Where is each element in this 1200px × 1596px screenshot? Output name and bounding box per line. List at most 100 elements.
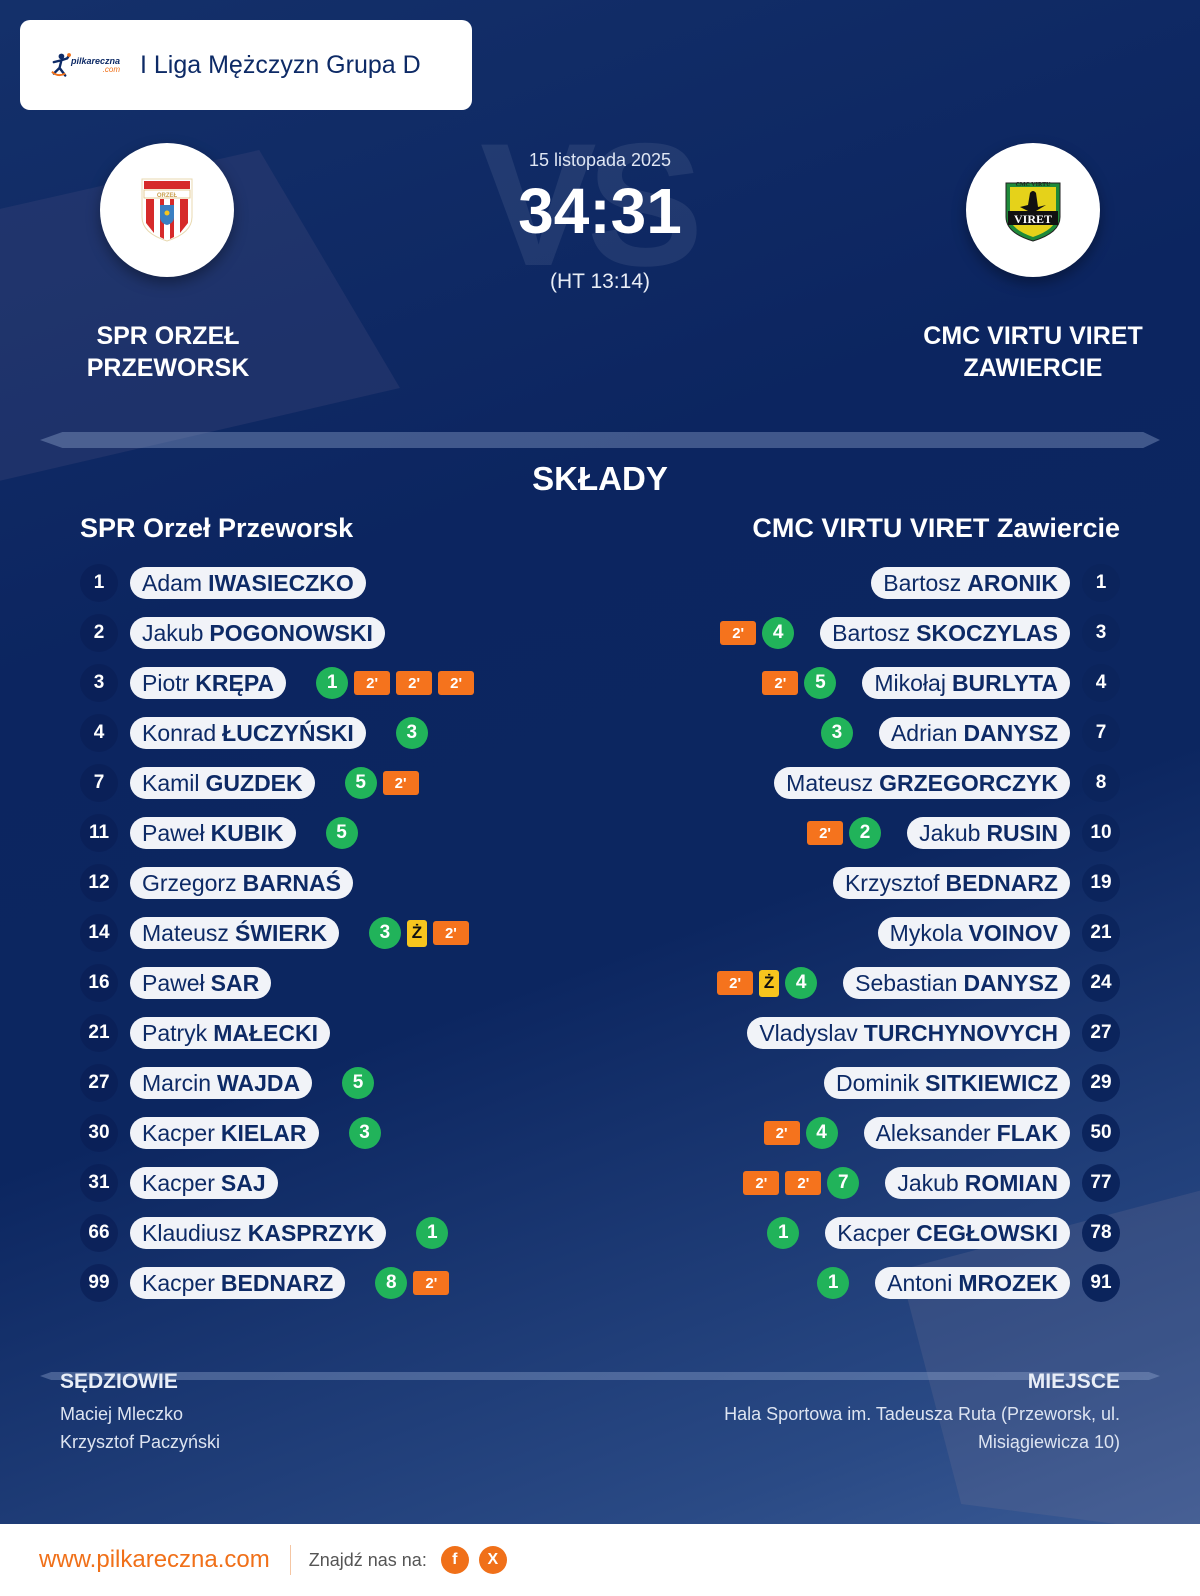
player-name: Piotr KRĘPA <box>130 667 287 699</box>
player-stats: 5 2' <box>344 767 419 799</box>
player-last-name: CEGŁOWSKI <box>916 1219 1058 1246</box>
player-name: Bartosz SKOCZYLAS <box>820 617 1070 649</box>
website-link[interactable]: www.pilkareczna.com <box>39 1546 270 1573</box>
player-name: Patryk MAŁECKI <box>130 1017 330 1049</box>
vs-watermark: VS <box>480 108 703 303</box>
section-divider <box>40 432 1160 448</box>
player-number: 66 <box>80 1214 118 1252</box>
goals-badge: 4 <box>785 967 818 999</box>
player-number: 16 <box>80 964 118 1002</box>
player-first-name: Mateusz <box>786 769 874 796</box>
player-name: Mykola VOINOV <box>877 917 1070 949</box>
player-number: 7 <box>1082 714 1120 752</box>
player-stats: 4 2' <box>720 617 795 649</box>
player-name: Jakub POGONOWSKI <box>130 617 385 649</box>
player-first-name: Kacper <box>837 1219 911 1246</box>
goals-badge: 5 <box>325 817 358 849</box>
suspension-badge: 2' <box>354 671 391 695</box>
player-last-name: MROZEK <box>958 1269 1058 1296</box>
player-last-name: GUZDEK <box>205 769 303 796</box>
player-row: 4 Mikołaj BURLYTA 5 2' <box>560 658 1120 708</box>
player-name: Mikołaj BURLYTA <box>862 667 1070 699</box>
player-name: Vladyslav TURCHYNOVYCH <box>747 1017 1070 1049</box>
player-first-name: Mikołaj <box>874 669 946 696</box>
player-row: 27 Vladyslav TURCHYNOVYCH <box>560 1008 1120 1058</box>
referee-name: Maciej Mleczko <box>60 1404 184 1424</box>
player-last-name: GRZEGORCZYK <box>879 769 1058 796</box>
x-twitter-icon[interactable]: X <box>478 1546 507 1574</box>
player-row: 27 Marcin WAJDA 5 <box>80 1058 640 1108</box>
player-first-name: Aleksander <box>875 1119 991 1146</box>
player-name: Krzysztof BEDNARZ <box>832 867 1070 899</box>
pilkareczna-logo[interactable]: pilkareczna .com <box>50 50 120 80</box>
suspension-badge: 2' <box>743 1171 780 1195</box>
player-first-name: Adam <box>142 569 203 596</box>
player-name: Konrad ŁUCZYŃSKI <box>130 717 366 749</box>
halftime-score: (HT 13:14) <box>550 270 650 293</box>
player-row: 14 Mateusz ŚWIERK 3 Ż 2' <box>80 908 640 958</box>
player-number: 21 <box>80 1014 118 1052</box>
player-name: Sebastian DANYSZ <box>843 967 1070 999</box>
player-last-name: BARNAŚ <box>242 869 341 896</box>
section-divider <box>40 1372 1160 1380</box>
away-team-crest: CMC VIRTU VIRET <box>966 143 1100 277</box>
player-first-name: Klaudiusz <box>142 1219 242 1246</box>
player-first-name: Konrad <box>142 719 217 746</box>
player-number: 11 <box>80 814 118 852</box>
player-number: 1 <box>80 564 118 602</box>
suspension-badge: 2' <box>717 971 754 995</box>
player-first-name: Sebastian <box>855 969 958 996</box>
player-name: Bartosz ARONIK <box>871 567 1070 599</box>
player-name: Jakub ROMIAN <box>885 1167 1070 1199</box>
player-last-name: WAJDA <box>217 1069 301 1096</box>
suspension-badge: 2' <box>432 921 469 945</box>
logo-text: pilkareczna <box>70 55 120 66</box>
player-last-name: KUBIK <box>210 819 284 846</box>
player-row: 2 Jakub POGONOWSKI <box>80 608 640 658</box>
player-number: 21 <box>1082 914 1120 952</box>
player-number: 99 <box>80 1264 118 1302</box>
away-team-name-line2: ZAWIERCIE <box>963 354 1103 382</box>
suspension-badge: 2' <box>807 821 844 845</box>
player-last-name: ŁUCZYŃSKI <box>222 719 354 746</box>
player-name: Kamil GUZDEK <box>130 767 315 799</box>
player-last-name: BEDNARZ <box>220 1269 334 1296</box>
player-last-name: BEDNARZ <box>945 869 1058 896</box>
svg-text:VIRET: VIRET <box>1014 212 1052 226</box>
player-last-name: RUSIN <box>986 819 1058 846</box>
player-number: 3 <box>80 664 118 702</box>
player-first-name: Jakub <box>897 1169 959 1196</box>
player-row: 66 Klaudiusz KASPRZYK 1 <box>80 1208 640 1258</box>
player-last-name: DANYSZ <box>963 969 1058 996</box>
player-last-name: KRĘPA <box>195 669 275 696</box>
player-first-name: Kacper <box>142 1119 215 1146</box>
player-number: 50 <box>1082 1114 1120 1152</box>
player-row: 7 Adrian DANYSZ 3 <box>560 708 1120 758</box>
suspension-badge: 2' <box>785 1171 822 1195</box>
player-last-name: KIELAR <box>220 1119 307 1146</box>
goals-badge: 1 <box>817 1267 850 1299</box>
suspension-badge: 2' <box>413 1271 450 1295</box>
goals-badge: 2 <box>849 817 882 849</box>
player-stats: 7 2' 2' <box>743 1167 860 1199</box>
player-last-name: SAJ <box>220 1169 266 1196</box>
player-name: Marcin WAJDA <box>130 1067 313 1099</box>
suspension-badge: 2' <box>763 1121 800 1145</box>
player-first-name: Mateusz <box>142 919 229 946</box>
goals-badge: 3 <box>348 1117 381 1149</box>
player-row: 3 Bartosz SKOCZYLAS 4 2' <box>560 608 1120 658</box>
player-number: 4 <box>1082 664 1120 702</box>
player-name: Kacper KIELAR <box>130 1117 319 1149</box>
facebook-icon[interactable]: f <box>440 1546 469 1574</box>
away-team-name-line1: CMC VIRTU VIRET <box>923 322 1143 350</box>
goals-badge: 4 <box>762 617 795 649</box>
player-number: 4 <box>80 714 118 752</box>
player-row: 7 Kamil GUZDEK 5 2' <box>80 758 640 808</box>
league-title: I Liga Mężczyzn Grupa D <box>140 50 421 79</box>
player-name: Mateusz ŚWIERK <box>130 917 339 949</box>
goals-badge: 5 <box>804 667 837 699</box>
goals-badge: 5 <box>344 767 377 799</box>
away-roster: 1 Bartosz ARONIK 3 Bartosz SKOCZYLAS 4 2' 4 Mikoł… <box>560 558 1120 1308</box>
player-first-name: Jakub <box>142 619 204 646</box>
home-roster: 1 Adam IWASIECZKO 2 Jakub POGONOWSKI 3 Piotr KRĘ… <box>80 558 640 1308</box>
